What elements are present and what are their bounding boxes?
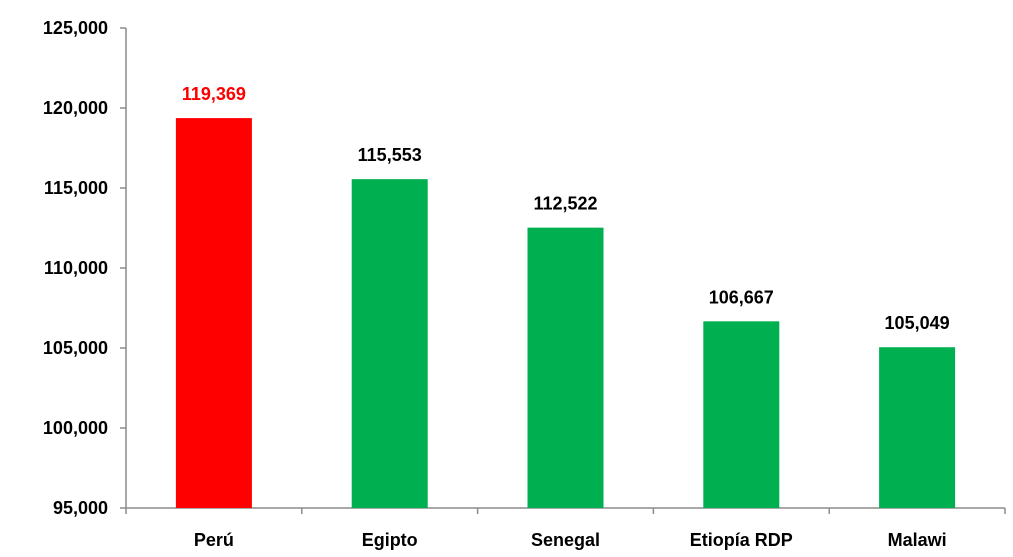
x-category-label: Senegal bbox=[531, 530, 600, 550]
x-axis: Perú Egipto Senegal Etiopía RDP Malawi bbox=[125, 507, 1006, 550]
y-tick-label: 120,000 bbox=[43, 98, 108, 118]
bar-value-label: 115,553 bbox=[358, 145, 422, 165]
bar-value-label: 112,522 bbox=[533, 194, 597, 214]
x-category-label: Egipto bbox=[362, 530, 418, 550]
x-category-label: Etiopía RDP bbox=[690, 530, 793, 550]
y-axis: 95,000 100,000 105,000 110,000 115,000 120,00… bbox=[43, 18, 127, 518]
y-tick-label: 110,000 bbox=[44, 258, 108, 278]
y-tick-label: 95,000 bbox=[53, 498, 108, 518]
x-category-label: Malawi bbox=[888, 530, 947, 550]
y-tick-label: 125,000 bbox=[43, 18, 108, 38]
bar bbox=[175, 118, 252, 508]
bar bbox=[527, 227, 604, 508]
bar bbox=[703, 321, 780, 508]
y-tick-label: 105,000 bbox=[43, 338, 108, 358]
bar-value-label: 119,369 bbox=[182, 84, 246, 104]
bar-value-label: 105,049 bbox=[885, 313, 950, 333]
y-tick-label: 115,000 bbox=[44, 178, 108, 198]
x-category-label: Perú bbox=[194, 530, 234, 550]
data-labels: 119,369 115,553 112,522 106,667 105,049 bbox=[182, 84, 950, 333]
bar bbox=[879, 347, 956, 508]
bar-value-label: 106,667 bbox=[709, 287, 774, 307]
bars bbox=[175, 118, 956, 509]
bar bbox=[351, 179, 428, 509]
y-tick-label: 100,000 bbox=[43, 418, 108, 438]
